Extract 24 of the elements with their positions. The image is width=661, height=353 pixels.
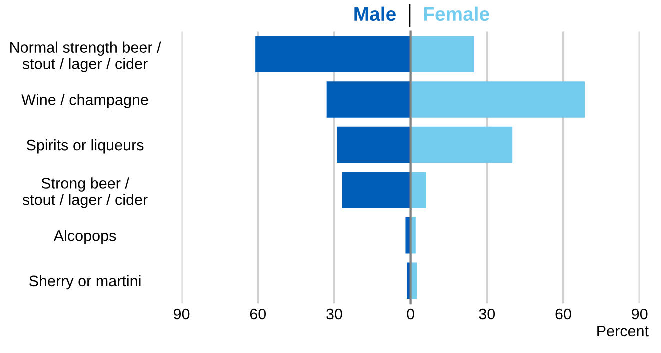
x-tick-label: 30 (326, 308, 342, 320)
y-tick-label: Wine / champagne (22, 94, 148, 108)
bar (410, 82, 586, 118)
x-tick-label: 60 (556, 308, 572, 320)
bar (342, 172, 411, 208)
bar (410, 126, 513, 164)
bar (256, 36, 411, 73)
bar (337, 126, 411, 164)
y-tick-label: Strong beer / stout / lager / cider (22, 178, 148, 208)
y-tick-label: Alcopops (54, 230, 116, 244)
x-tick-label: 90 (632, 308, 648, 320)
x-axis-title: Percent (598, 326, 649, 337)
y-tick-label: Normal strength beer / stout / lager / cider (10, 42, 162, 72)
bar (410, 172, 426, 208)
series-label: Female (424, 6, 490, 22)
x-tick-label: 30 (479, 308, 496, 320)
series-label: Male (354, 6, 396, 22)
x-tick-label: 60 (250, 308, 266, 320)
x-tick-label: 0 (407, 308, 414, 320)
bar (326, 82, 411, 118)
y-tick-label: Sherry or martini (30, 275, 141, 290)
y-tick-label: Spirits or liqueurs (26, 139, 144, 154)
x-tick-label: 90 (174, 308, 190, 320)
bar (410, 36, 474, 73)
